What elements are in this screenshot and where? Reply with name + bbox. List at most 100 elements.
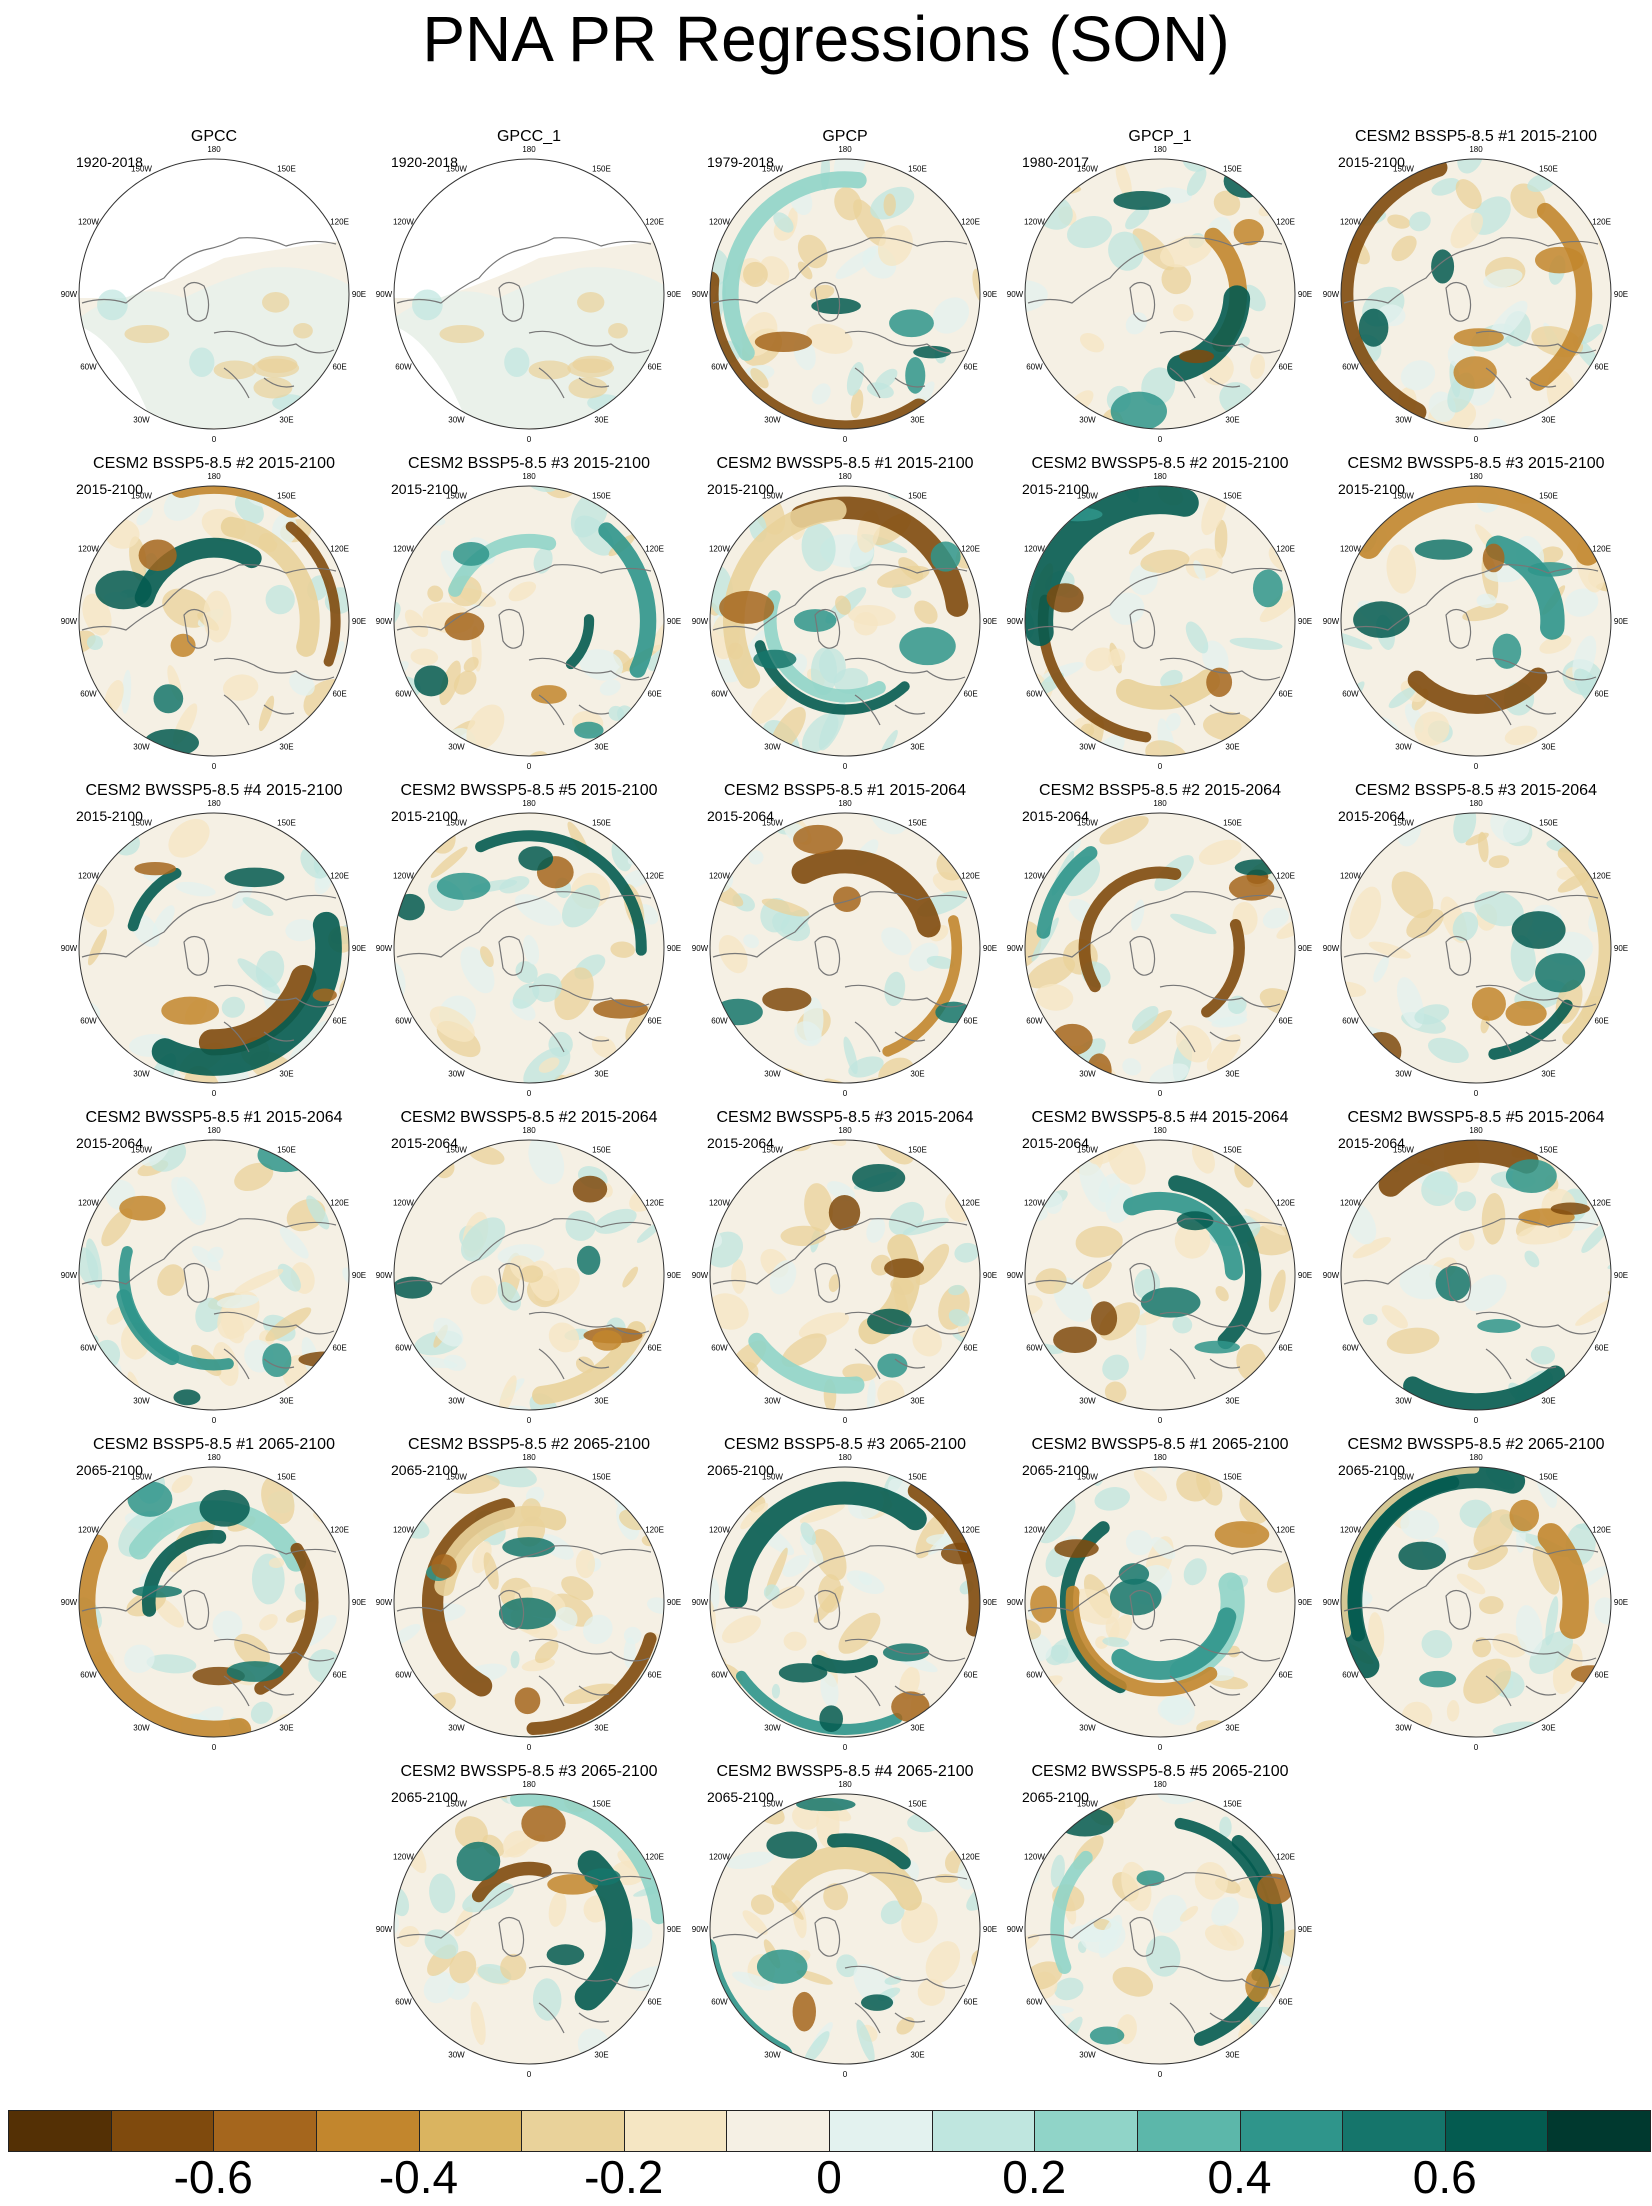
polar-map: 180 150E 120E 90E 60E 30E 0 30W 60W 90W 120W 150W <box>692 1453 997 1752</box>
longitude-label: 90W <box>376 1925 393 1934</box>
longitude-label: 180 <box>207 799 221 808</box>
longitude-label: 90E <box>1614 1271 1628 1280</box>
longitude-label: 120E <box>645 1526 664 1535</box>
longitude-label: 0 <box>1158 1089 1163 1098</box>
longitude-label: 60E <box>332 1344 346 1353</box>
map-panel: CESM2 BSSP5-8.5 #1 2015-2100 2015-2100 180… <box>1323 128 1628 444</box>
longitude-label: 150W <box>1393 164 1414 173</box>
longitude-label: 120E <box>330 1199 349 1208</box>
panel-title: CESM2 BWSSP5-8.5 #2 2065-2100 <box>1347 1436 1605 1453</box>
longitude-label: 60W <box>711 690 728 699</box>
longitude-label: 60W <box>80 690 97 699</box>
map-field <box>710 1140 980 1410</box>
longitude-label: 60E <box>963 1344 977 1353</box>
panel-title: CESM2 BWSSP5-8.5 #2 2015-2064 <box>400 1109 658 1126</box>
longitude-label: 0 <box>843 435 848 444</box>
longitude-label: 0 <box>212 762 217 771</box>
longitude-label: 150W <box>446 1145 467 1154</box>
longitude-label: 180 <box>522 145 536 154</box>
longitude-label: 60E <box>647 363 661 372</box>
polar-map: 180 150E 120E 90E 60E 30E 0 30W 60W 90W 120W 150W <box>376 799 681 1098</box>
map-panel: CESM2 BWSSP5-8.5 #5 2015-2064 2015-2064 18… <box>1323 1109 1628 1425</box>
colorbar-box <box>213 2110 317 2152</box>
longitude-label: 180 <box>1469 1126 1483 1135</box>
longitude-label: 120E <box>645 872 664 881</box>
longitude-label: 30E <box>279 1397 293 1406</box>
longitude-label: 150E <box>277 164 296 173</box>
longitude-label: 60W <box>1342 363 1359 372</box>
longitude-label: 60E <box>647 1998 661 2007</box>
longitude-label: 60E <box>332 1017 346 1026</box>
longitude-label: 90E <box>983 617 997 626</box>
map-field <box>710 1794 980 2064</box>
map-panel: CESM2 BWSSP5-8.5 #4 2015-2064 2015-2064 18… <box>1007 1109 1312 1425</box>
map-field <box>1341 813 1611 1083</box>
longitude-label: 120E <box>961 1853 980 1862</box>
map-field <box>79 1467 349 1737</box>
longitude-label: 30E <box>1225 1070 1239 1079</box>
longitude-label: 150W <box>762 1799 783 1808</box>
longitude-label: 150E <box>592 491 611 500</box>
map-field <box>79 1140 349 1410</box>
colorbar-box <box>829 2110 933 2152</box>
longitude-label: 150E <box>277 818 296 827</box>
polar-map: 180 150E 120E 90E 60E 30E 0 30W 60W 90W 120W 150W <box>692 145 997 444</box>
panel-period: 2015-2064 <box>707 808 774 824</box>
longitude-label: 90W <box>376 290 393 299</box>
longitude-label: 30W <box>764 416 781 425</box>
longitude-label: 60E <box>1594 690 1608 699</box>
longitude-label: 30E <box>594 743 608 752</box>
longitude-label: 60E <box>1278 1671 1292 1680</box>
longitude-label: 90E <box>352 290 366 299</box>
panel-title: CESM2 BSSP5-8.5 #2 2015-2064 <box>1039 782 1281 799</box>
map-field <box>394 1467 664 1737</box>
polar-map: 180 150E 120E 90E 60E 30E 0 30W 60W 90W 120W 150W <box>1323 799 1628 1098</box>
panel-title: CESM2 BWSSP5-8.5 #2 2015-2100 <box>1031 455 1289 472</box>
map-field <box>79 486 349 756</box>
longitude-label: 120E <box>330 872 349 881</box>
longitude-label: 90W <box>1007 944 1024 953</box>
panel-period: 2015-2064 <box>391 1135 458 1151</box>
longitude-label: 30W <box>448 1070 465 1079</box>
longitude-label: 120W <box>1024 218 1045 227</box>
longitude-label: 120E <box>1592 1199 1611 1208</box>
longitude-label: 60W <box>1026 1671 1043 1680</box>
longitude-label: 180 <box>1153 1780 1167 1789</box>
longitude-label: 120E <box>645 1199 664 1208</box>
map-panel: CESM2 BWSSP5-8.5 #5 2065-2100 2065-2100 18… <box>1007 1763 1312 2079</box>
longitude-label: 60W <box>1026 1017 1043 1026</box>
panel-period: 2015-2100 <box>1022 481 1089 497</box>
longitude-label: 150W <box>131 1472 152 1481</box>
colorbar-box <box>315 2110 420 2152</box>
panel-period: 2065-2100 <box>391 1789 458 1805</box>
map-field <box>394 486 664 756</box>
longitude-label: 30E <box>1541 1070 1555 1079</box>
longitude-label: 60W <box>1026 1998 1043 2007</box>
longitude-label: 180 <box>522 1453 536 1462</box>
longitude-label: 90W <box>61 617 78 626</box>
longitude-label: 60W <box>1342 1344 1359 1353</box>
colorbar-box <box>1034 2110 1138 2152</box>
polar-map: 180 150E 120E 90E 60E 30E 0 30W 60W 90W 120W 150W <box>1323 145 1628 444</box>
longitude-label: 150E <box>277 1145 296 1154</box>
longitude-label: 120E <box>330 545 349 554</box>
longitude-label: 0 <box>1158 2070 1163 2079</box>
longitude-label: 150E <box>592 1799 611 1808</box>
longitude-label: 150E <box>908 1799 927 1808</box>
longitude-label: 120W <box>1024 1526 1045 1535</box>
longitude-label: 30E <box>279 743 293 752</box>
polar-map: 180 150E 120E 90E 60E 30E 0 30W 60W 90W 120W 150W <box>376 1780 681 2079</box>
longitude-label: 30W <box>1079 416 1096 425</box>
longitude-label: 60W <box>1026 363 1043 372</box>
panel-title: CESM2 BSSP5-8.5 #2 2065-2100 <box>408 1436 650 1453</box>
map-field <box>710 159 980 429</box>
map-panel: CESM2 BWSSP5-8.5 #1 2065-2100 2065-2100 18… <box>1007 1436 1312 1752</box>
longitude-label: 120W <box>709 1199 730 1208</box>
longitude-label: 150E <box>1539 1145 1558 1154</box>
longitude-label: 120E <box>1592 1526 1611 1535</box>
longitude-label: 60W <box>80 1017 97 1026</box>
longitude-label: 30E <box>910 1397 924 1406</box>
longitude-label: 90W <box>1323 617 1340 626</box>
polar-map: 180 150E 120E 90E 60E 30E 0 30W 60W 90W 120W 150W <box>376 472 681 771</box>
longitude-label: 0 <box>527 435 532 444</box>
